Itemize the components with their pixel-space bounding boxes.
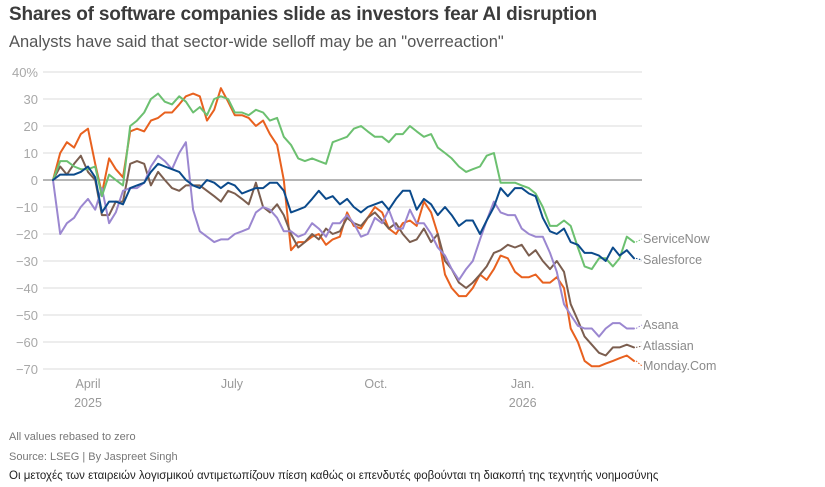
series-line-asana <box>52 141 635 338</box>
series-label: Asana <box>643 318 678 332</box>
series-label: ServiceNow <box>643 232 711 246</box>
series-lines <box>52 87 635 368</box>
y-tick-label: −50 <box>16 308 38 323</box>
series-line-salesforce <box>52 162 635 262</box>
label-connector <box>635 324 643 329</box>
chart-title: Shares of software companies slide as in… <box>9 4 597 25</box>
x-tick-label: April <box>76 377 101 391</box>
line-chart: 40% 30 20 10 0 −10 −20 −30 −40 −50 −60 −70 April 202… <box>12 65 716 410</box>
y-tick-label: 30 <box>24 92 38 107</box>
x-tick-year-label: 2026 <box>509 396 537 410</box>
y-tick-label: −40 <box>16 281 38 296</box>
series-label: Salesforce <box>643 253 702 267</box>
x-tick-label: Oct. <box>364 377 387 391</box>
y-tick-label: −20 <box>16 227 38 242</box>
y-tick-label: −10 <box>16 200 38 215</box>
y-tick-label: 0 <box>31 173 38 188</box>
source-credit: Source: LSEG | By Jaspreet Singh <box>9 451 178 463</box>
label-connector <box>635 345 643 348</box>
y-tick-label: 20 <box>24 119 38 134</box>
x-tick-label: July <box>221 377 244 391</box>
y-tick-label: 10 <box>24 146 38 161</box>
label-connector <box>635 257 643 261</box>
y-tick-label: −70 <box>16 362 38 377</box>
y-tick-label: −30 <box>16 254 38 269</box>
series-line-servicenow <box>52 92 635 271</box>
series-label: Atlassian <box>643 339 694 353</box>
label-connector <box>635 360 643 367</box>
series-labels: ServiceNow Salesforce Asana Atlassian Monday… <box>635 232 716 373</box>
label-connector <box>635 238 643 243</box>
series-label: Monday.Com <box>643 359 716 373</box>
y-axis: 40% 30 20 10 0 −10 −20 −30 −40 −50 −60 −70 <box>12 65 38 377</box>
y-tick-label: 40% <box>12 65 38 80</box>
x-axis: April 2025 July Oct. Jan. 2026 <box>74 377 537 410</box>
x-tick-label: Jan. <box>511 377 535 391</box>
chart-subtitle: Analysts have said that sector-wide sell… <box>9 33 504 51</box>
y-tick-label: −60 <box>16 335 38 350</box>
x-tick-year-label: 2025 <box>74 396 102 410</box>
series-line-atlassian <box>52 154 635 357</box>
rebased-note: All values rebased to zero <box>9 431 136 443</box>
greek-caption: Οι μετοχές των εταιρειών λογισμικού αντι… <box>9 470 659 482</box>
